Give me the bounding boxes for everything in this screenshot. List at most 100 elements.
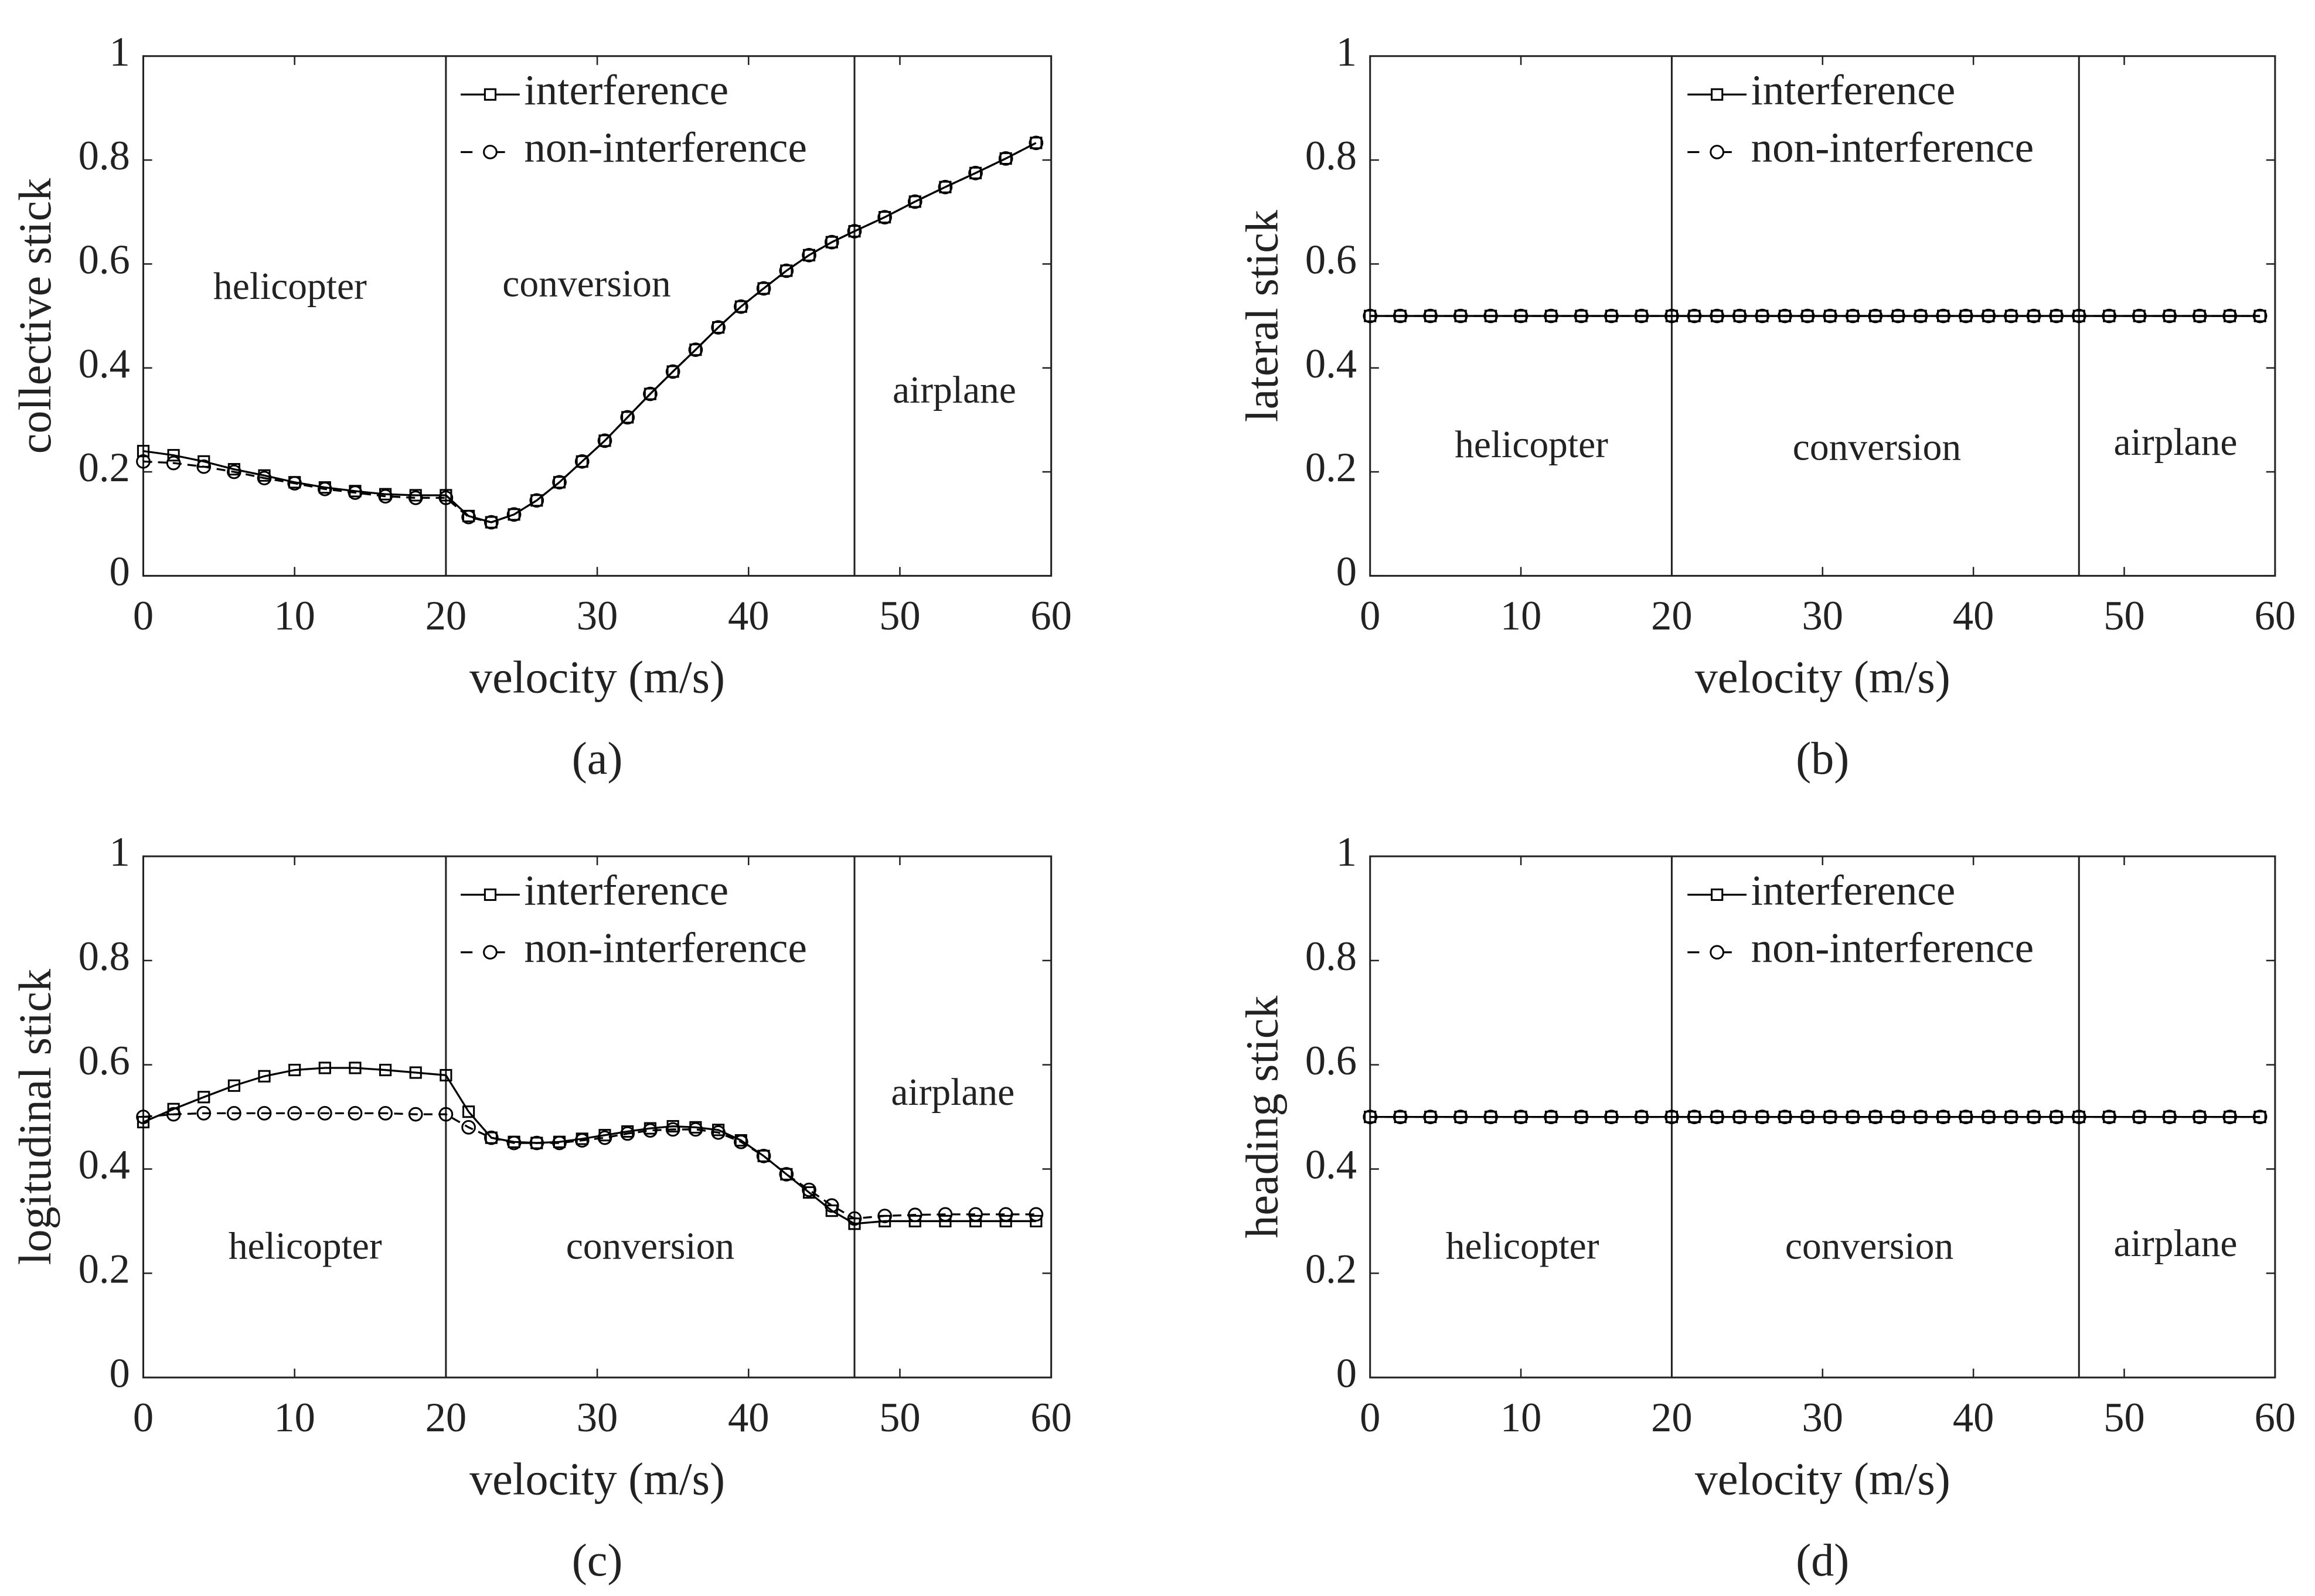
marker: [1634, 1110, 1649, 1124]
x-tick-label: 30: [577, 593, 618, 639]
marker: [2222, 1110, 2237, 1124]
x-tick-label: 20: [425, 1395, 467, 1441]
marker: [349, 1061, 362, 1074]
marker: [1981, 1110, 1996, 1124]
marker: [1575, 309, 1588, 322]
marker: [408, 491, 423, 505]
marker: [688, 342, 703, 358]
y-tick-label: 1: [110, 829, 130, 875]
marker: [2222, 308, 2237, 324]
marker: [2132, 1110, 2147, 1124]
marker: [1958, 308, 1973, 324]
marker: [779, 263, 794, 278]
region-label: conversion: [1785, 1225, 1953, 1267]
marker: [1513, 1110, 1528, 1124]
marker: [1574, 308, 1589, 324]
x-tick-label: 60: [2255, 593, 2296, 639]
marker: [2004, 1110, 2018, 1124]
marker: [1981, 308, 1996, 324]
marker: [438, 491, 454, 505]
marker: [529, 1135, 544, 1151]
x-axis-label: velocity (m/s): [469, 652, 725, 703]
marker: [258, 1070, 271, 1083]
marker: [1423, 308, 1438, 324]
marker: [484, 1130, 499, 1145]
y-tick-label: 0.8: [1305, 133, 1357, 179]
marker: [825, 236, 838, 249]
marker: [1958, 1110, 1973, 1124]
marker: [1891, 308, 1905, 324]
marker: [734, 300, 747, 313]
subplot-label: (c): [572, 1534, 623, 1585]
y-tick-label: 0.4: [79, 1142, 130, 1188]
legend-label: interference: [524, 866, 728, 914]
marker: [227, 464, 241, 479]
marker: [1732, 308, 1747, 324]
marker: [1913, 1110, 1928, 1124]
legend-label: non-interference: [1751, 124, 2034, 171]
marker: [620, 410, 635, 425]
region-label: airplane: [2114, 1223, 2238, 1265]
y-tick-label: 0.6: [79, 1038, 130, 1084]
marker: [485, 1131, 498, 1144]
y-tick-label: 0: [1336, 549, 1357, 595]
marker: [136, 1110, 151, 1124]
marker: [257, 1106, 272, 1121]
marker: [576, 455, 588, 468]
legend-marker: [484, 88, 497, 101]
marker: [757, 282, 770, 295]
marker: [1959, 309, 1972, 322]
marker: [506, 507, 522, 522]
region-label: conversion: [566, 1225, 734, 1267]
marker: [552, 1135, 567, 1151]
marker: [257, 471, 272, 486]
marker: [2162, 1110, 2177, 1124]
legend-label: interference: [1751, 866, 1956, 914]
legend-marker: [1711, 88, 1724, 101]
region-label: conversion: [1793, 427, 1961, 469]
marker: [1453, 1110, 1468, 1124]
x-tick-label: 0: [133, 1395, 154, 1441]
legend-marker: [1711, 888, 1724, 901]
marker: [711, 1125, 726, 1140]
marker: [1936, 1110, 1951, 1124]
marker: [1029, 1207, 1044, 1222]
subplot-label: (b): [1796, 733, 1849, 784]
marker: [461, 509, 476, 525]
legend-label: non-interference: [1751, 924, 2034, 971]
marker: [461, 1120, 476, 1135]
marker: [802, 1182, 816, 1197]
marker: [597, 1130, 612, 1145]
marker: [1634, 308, 1649, 324]
series-line: [143, 142, 1037, 523]
marker: [508, 508, 520, 521]
legend-label: non-interference: [524, 124, 807, 171]
marker: [462, 1105, 475, 1118]
marker: [848, 224, 861, 238]
x-tick-label: 10: [1500, 1395, 1542, 1441]
marker: [2192, 308, 2207, 324]
marker: [907, 1207, 922, 1223]
y-tick-label: 0.2: [79, 1247, 130, 1292]
marker: [998, 151, 1013, 166]
marker: [348, 1106, 363, 1121]
marker: [378, 1106, 393, 1121]
marker: [2253, 1111, 2266, 1124]
marker: [409, 1066, 422, 1079]
marker: [166, 1107, 181, 1122]
marker: [529, 493, 544, 508]
y-axis-label: heading stick: [1236, 995, 1287, 1238]
marker: [2026, 1110, 2041, 1124]
y-tick-label: 0.4: [79, 341, 130, 387]
marker: [1393, 1110, 1408, 1124]
marker: [1544, 1110, 1558, 1124]
marker: [756, 1148, 771, 1163]
marker: [1710, 308, 1724, 324]
x-tick-label: 30: [577, 1395, 618, 1441]
marker: [1393, 308, 1408, 324]
marker: [938, 179, 953, 195]
marker: [1755, 308, 1770, 324]
marker: [1732, 1110, 1747, 1124]
marker: [1914, 309, 1927, 322]
marker: [1778, 308, 1792, 324]
